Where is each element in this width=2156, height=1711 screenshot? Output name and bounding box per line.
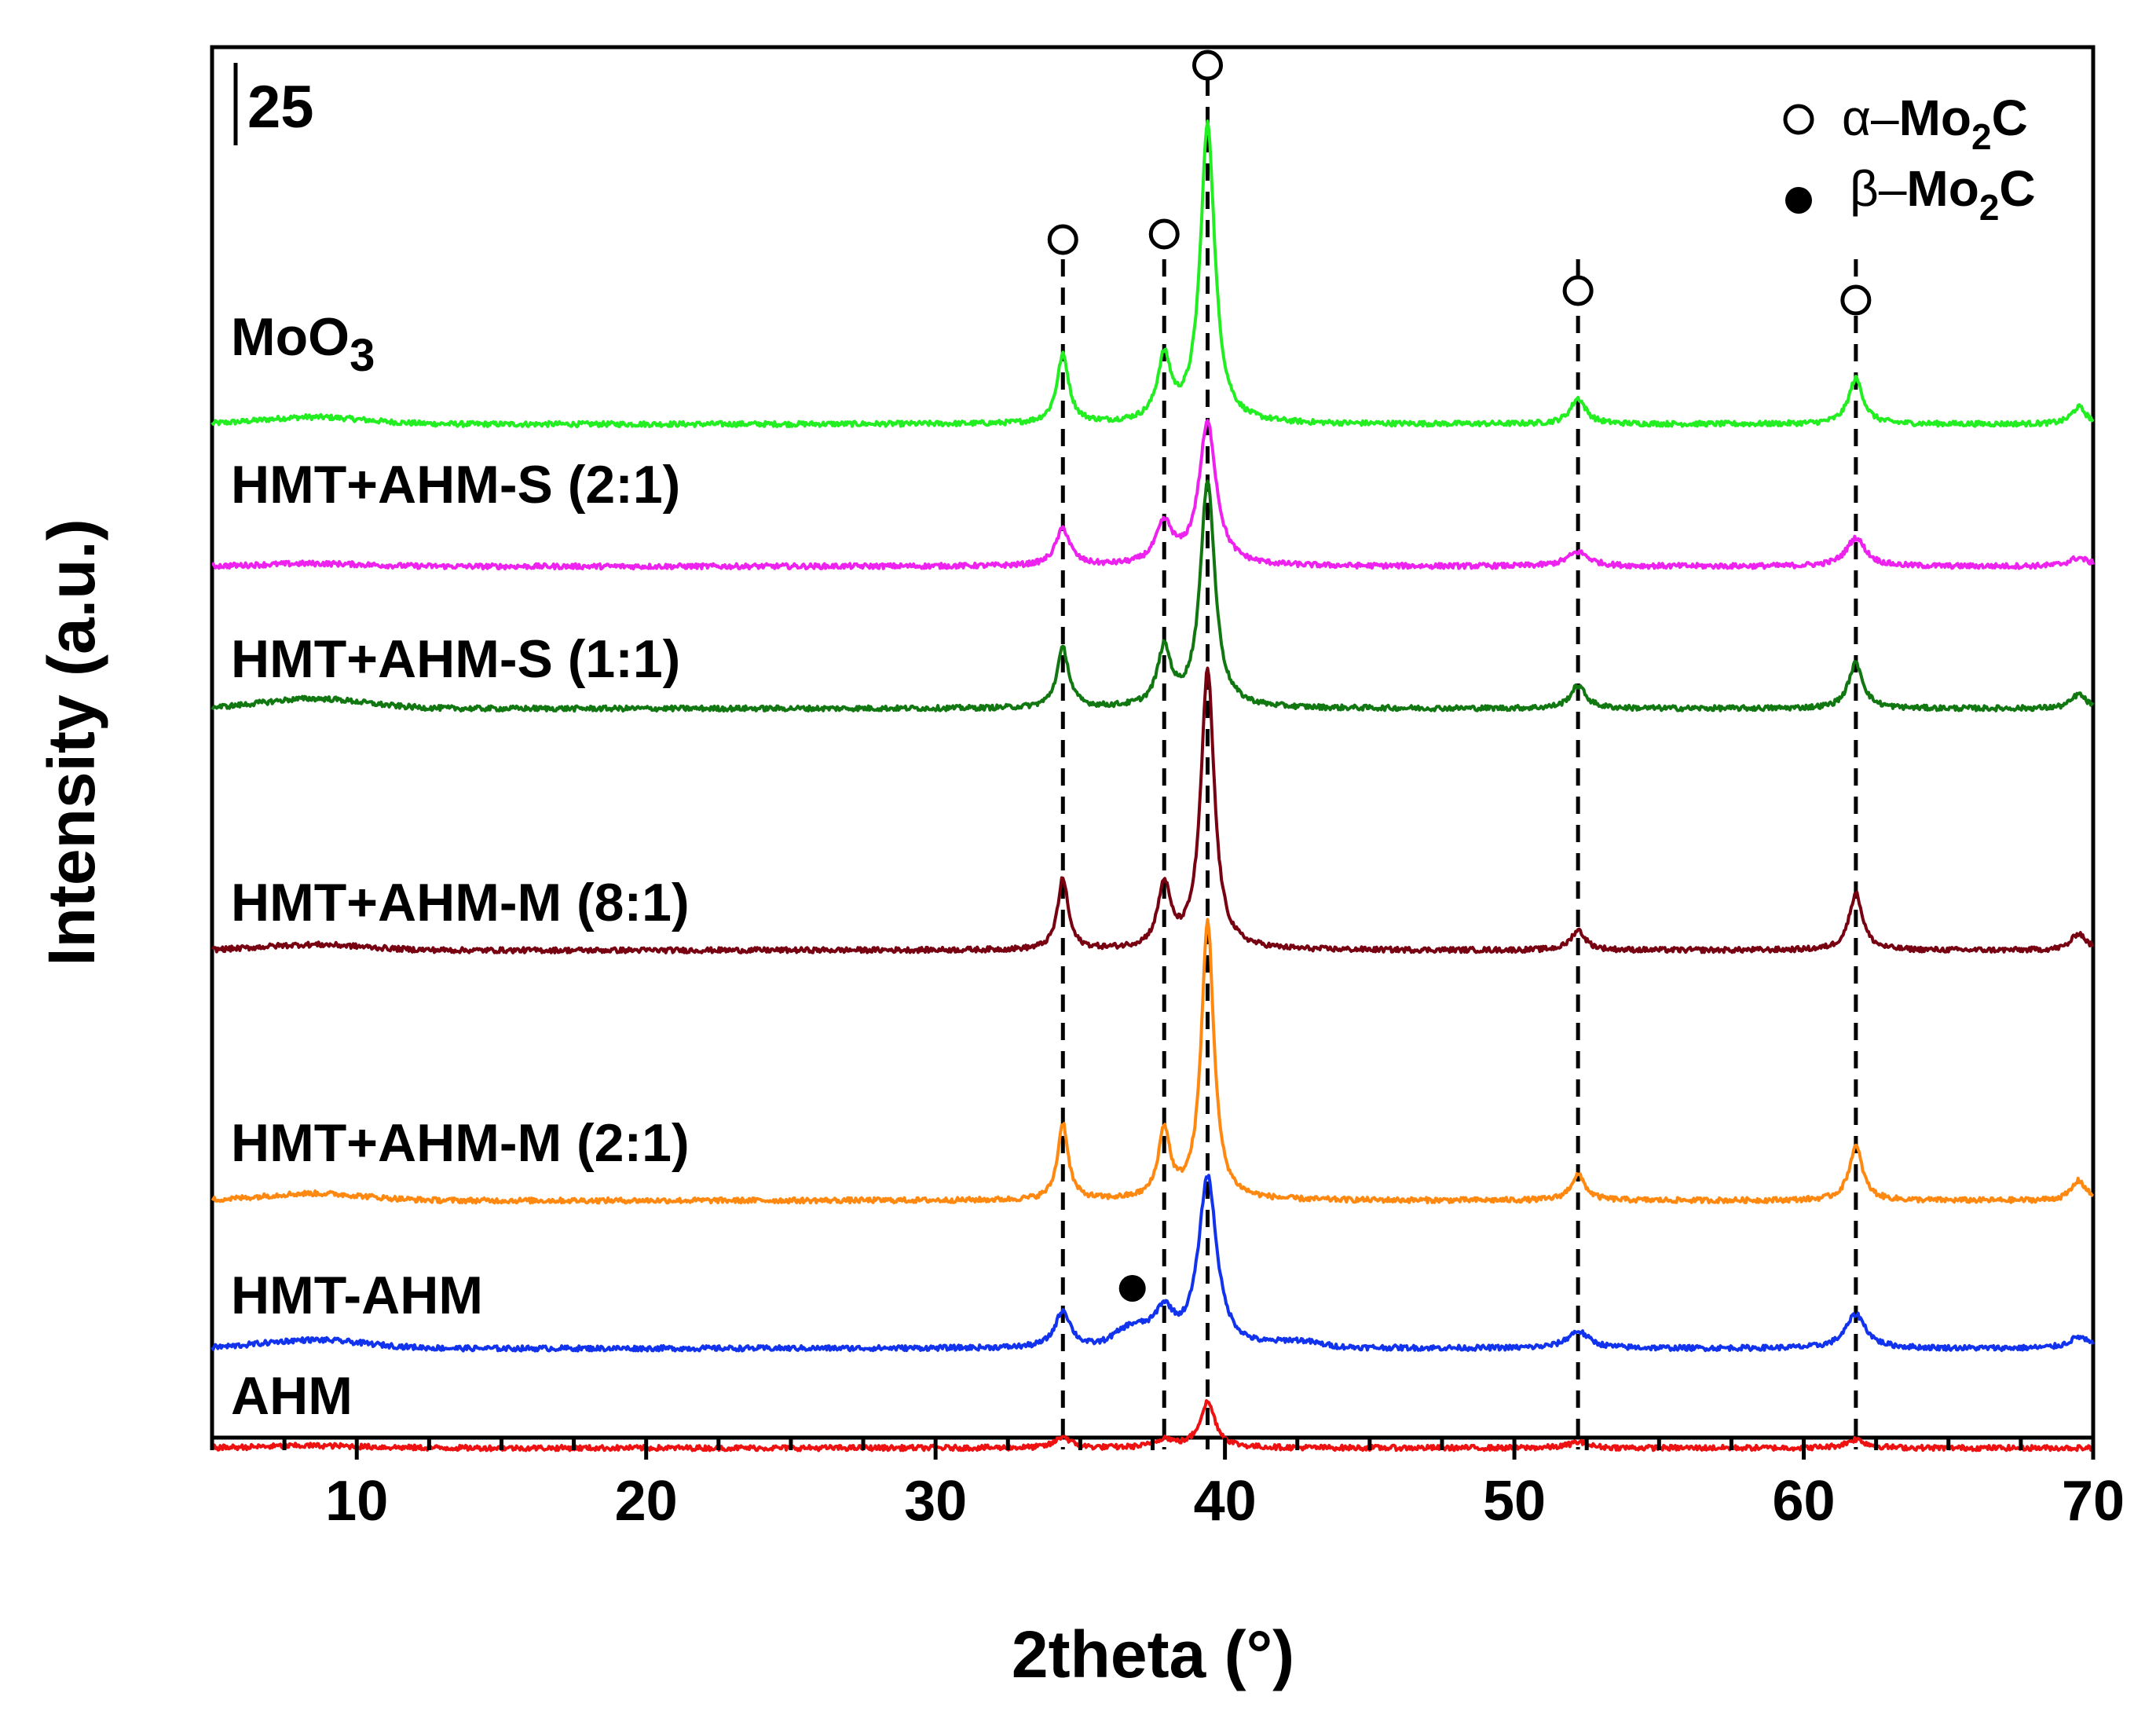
series-label-6: AHM [231,1366,353,1426]
series-group [210,119,2095,1453]
series-label-2: HMT+AHM-S (1:1) [231,629,680,689]
legend-filled-circle-marker [1785,187,1812,214]
series-label-main-3: HMT+AHM-M (8:1) [231,873,690,932]
legend-item-beta: β–Mo2C [1850,160,2036,228]
plot-frame [210,45,2096,1440]
legend-alpha-greek: α [1842,90,1871,146]
series-label-main-0: MoO [231,307,350,367]
x-tick-label-40: 40 [1194,1470,1257,1533]
x-axis-title: 2theta (°) [1012,1618,1294,1691]
y-axis-title: Intensity (a.u.) [35,518,108,965]
panel-label: 25 [247,74,314,141]
series-label-5: HMT-AHM [231,1266,483,1325]
alpha-mo2c-marker-1 [1148,218,1180,250]
legend-alpha-tail: C [1992,90,2028,146]
phase-markers [1047,49,1872,1302]
series-label-main-2: HMT+AHM-S (1:1) [231,629,680,689]
x-tick-label-70: 70 [2062,1470,2125,1533]
reference-lines [1060,79,1858,1449]
series-line-2 [210,479,2095,713]
legend: α–Mo2C β–Mo2C [1783,90,2036,228]
series-label-main-5: HMT-AHM [231,1266,483,1325]
series-label-main-6: AHM [231,1366,353,1426]
series-line-5 [210,1174,2095,1353]
legend-beta-tail: C [1999,160,2035,217]
beta-mo2c-marker [1118,1275,1146,1302]
alpha-mo2c-marker-4 [1840,284,1872,316]
x-tick-label-20: 20 [615,1470,678,1533]
series-label-4: HMT+AHM-M (2:1) [231,1113,690,1173]
series-label-main-4: HMT+AHM-M (2:1) [231,1113,690,1173]
series-line-4 [210,918,2095,1205]
series-label-3: HMT+AHM-M (8:1) [231,873,690,932]
series-label-sub-0: 3 [350,330,375,381]
series-label-0: MoO3 [231,307,375,381]
x-tick-label-30: 30 [904,1470,967,1533]
series-labels: MoO3 HMT+AHM-S (2:1) HMT+AHM-S (1:1) HMT+AH… [231,307,690,1426]
legend-beta-sub: 2 [1979,187,2000,228]
series-line-3 [211,666,2095,954]
alpha-mo2c-marker-0 [1047,224,1078,255]
legend-open-circle-marker [1783,104,1814,135]
series-label-1: HMT+AHM-S (2:1) [231,455,680,515]
series-line-0 [210,119,2095,429]
series-line-1 [211,419,2095,571]
series-label-main-1: HMT+AHM-S (2:1) [231,455,680,515]
legend-beta-text: Mo [1906,160,1978,217]
x-tick-label-60: 60 [1772,1470,1835,1533]
alpha-mo2c-marker-2 [1192,49,1224,81]
x-tick-label-50: 50 [1483,1470,1546,1533]
alpha-mo2c-marker-3 [1562,275,1594,306]
legend-alpha-text: Mo [1899,90,1971,146]
legend-alpha-sub: 2 [1971,116,1992,157]
legend-item-alpha: α–Mo2C [1842,90,2028,157]
legend-beta-greek: β [1850,160,1879,217]
x-tick-label-10: 10 [325,1470,388,1533]
x-axis: 10 20 30 40 50 60 70 [210,1438,2125,1533]
